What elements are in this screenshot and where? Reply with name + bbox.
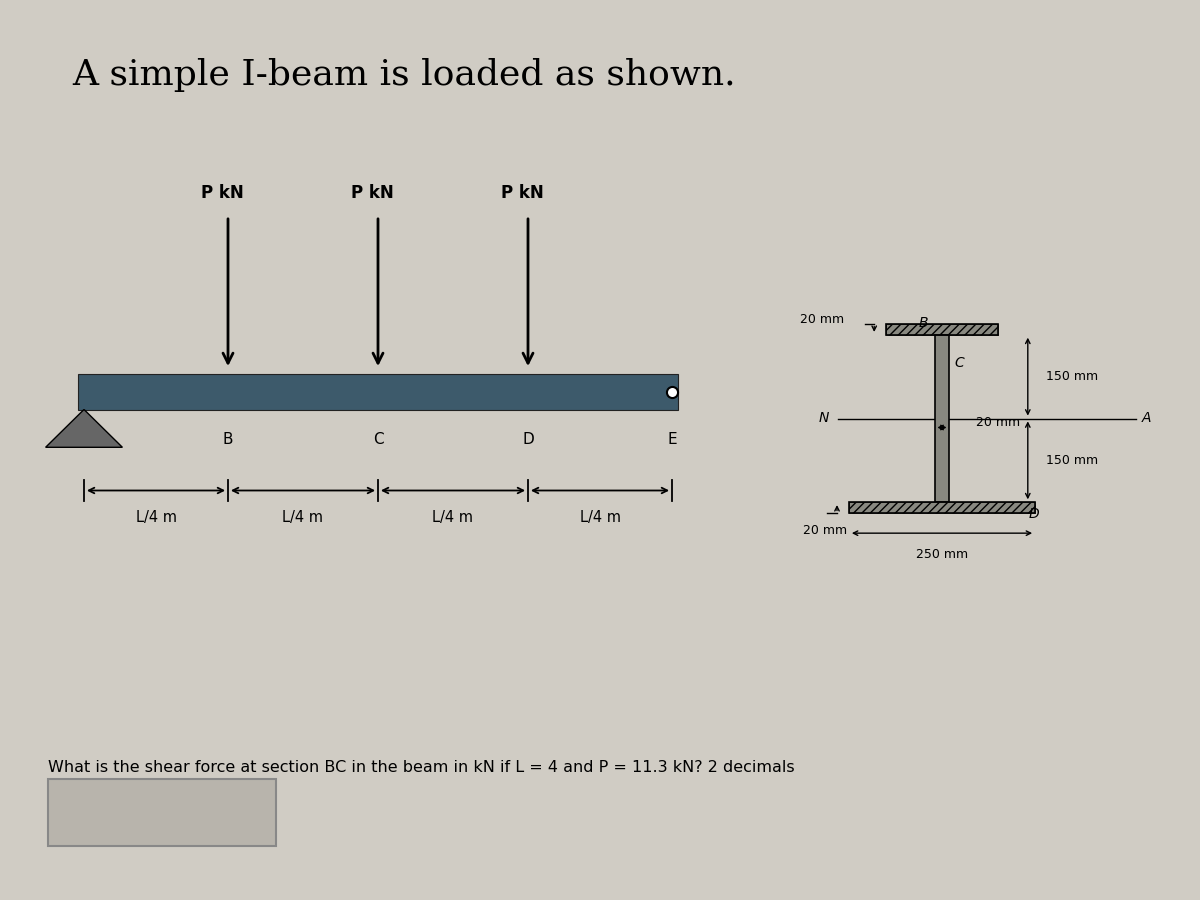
Text: L/4 m: L/4 m [282, 510, 324, 526]
Bar [850, 502, 1034, 513]
Text: N: N [818, 411, 829, 426]
Text: C: C [954, 356, 964, 370]
Bar [48, 778, 276, 846]
Bar [886, 324, 998, 335]
Bar [886, 324, 998, 335]
Text: E: E [667, 432, 677, 447]
Text: A: A [79, 432, 89, 447]
Text: L/4 m: L/4 m [136, 510, 176, 526]
Bar [78, 374, 678, 410]
Bar [935, 335, 949, 502]
Text: A: A [1142, 411, 1151, 426]
Text: D: D [1030, 507, 1039, 521]
Bar [850, 502, 1034, 513]
Text: 20 mm: 20 mm [976, 417, 1020, 429]
Text: 150 mm: 150 mm [1046, 370, 1098, 383]
Text: A simple I-beam is loaded as shown.: A simple I-beam is loaded as shown. [72, 58, 736, 93]
Text: D: D [522, 432, 534, 447]
Text: B: B [223, 432, 233, 447]
Polygon shape [46, 410, 122, 447]
Text: C: C [373, 432, 383, 447]
Text: 150 mm: 150 mm [1046, 454, 1098, 467]
Text: 250 mm: 250 mm [916, 547, 968, 561]
Text: L/4 m: L/4 m [432, 510, 474, 526]
Text: P kN: P kN [350, 184, 394, 202]
Text: 20 mm: 20 mm [803, 524, 847, 537]
Text: L/4 m: L/4 m [580, 510, 620, 526]
Text: 20 mm: 20 mm [800, 312, 845, 326]
Text: P kN: P kN [200, 184, 244, 202]
Text: B: B [919, 316, 929, 330]
Text: What is the shear force at section BC in the beam in kN if L = 4 and P = 11.3 kN: What is the shear force at section BC in… [48, 760, 794, 776]
Text: P kN: P kN [500, 184, 544, 202]
